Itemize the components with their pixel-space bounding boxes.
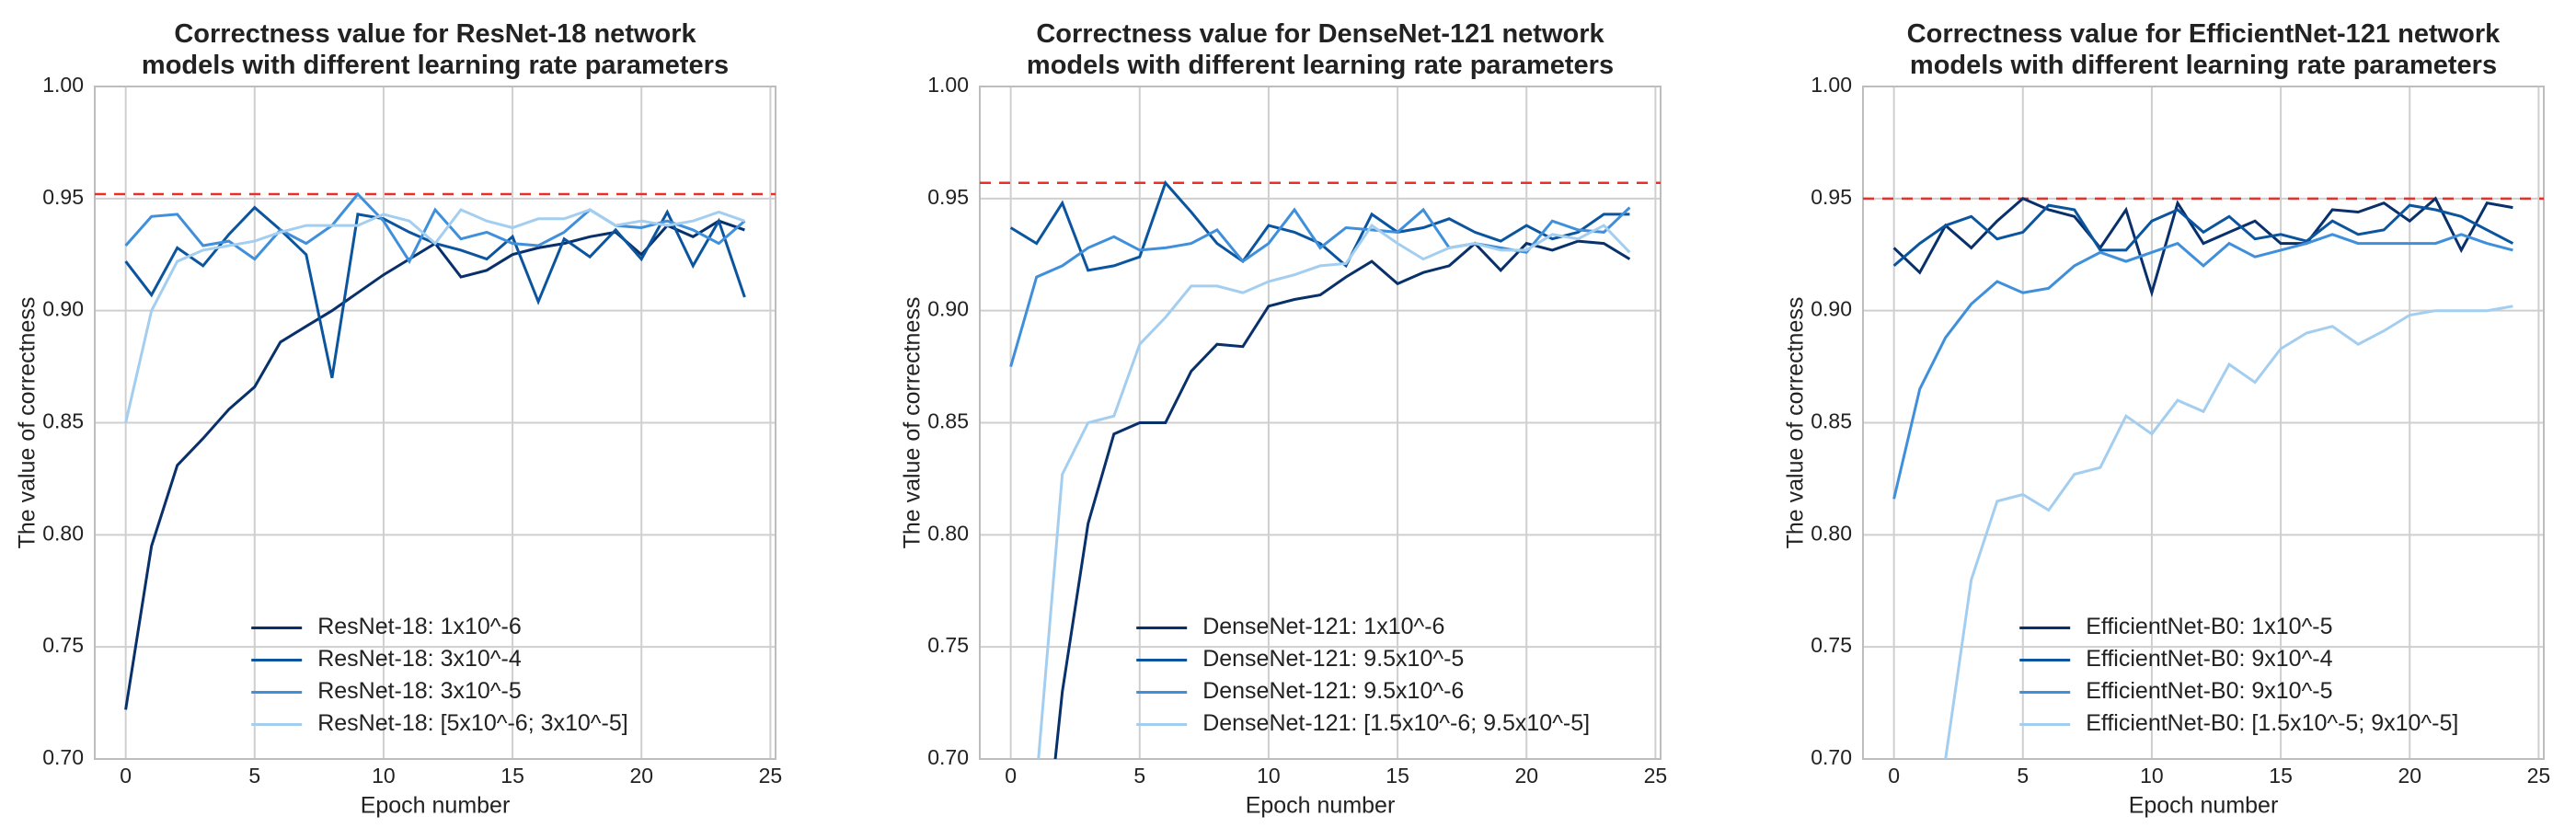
legend-label: ResNet-18: 3x10^-4 [317, 646, 522, 672]
y-tick-label: 1.00 [927, 73, 969, 97]
plot-area [980, 179, 1661, 759]
plot-area [1863, 196, 2544, 759]
y-tick-label: 0.90 [1811, 297, 1852, 321]
legend-label: EfficientNet-B0: 9x10^-4 [2086, 646, 2332, 672]
y-tick-label: 0.70 [42, 745, 84, 769]
y-tick-label: 1.00 [42, 73, 84, 97]
y-tick-label: 0.70 [927, 745, 969, 769]
x-tick-label: 10 [1257, 764, 1281, 788]
y-tick-label: 1.00 [1811, 73, 1852, 97]
y-axis-label: The value of correctness [1783, 297, 1809, 549]
x-tick-label: 15 [2269, 764, 2293, 788]
x-tick-label: 20 [629, 764, 653, 788]
y-tick-label: 0.75 [927, 633, 969, 657]
x-tick-label: 10 [2140, 764, 2164, 788]
series-line [1009, 179, 1630, 272]
y-tick-label: 0.85 [42, 409, 84, 433]
chart-title: Correctness value for ResNet-18 network m… [142, 19, 729, 80]
chart-title: Correctness value for EfficientNet-121 n… [1907, 19, 2501, 80]
legend-label: DenseNet-121: [1.5x10^-6; 9.5x10^-5] [1202, 710, 1590, 736]
legend-label: EfficientNet-B0: [1.5x10^-5; 9x10^-5] [2086, 710, 2458, 736]
x-tick-label: 25 [1644, 764, 1668, 788]
legend-label: DenseNet-121: 9.5x10^-5 [1202, 646, 1464, 672]
legend-label: EfficientNet-B0: 9x10^-5 [2086, 678, 2332, 704]
x-tick-label: 20 [2398, 764, 2421, 788]
y-tick-label: 0.80 [42, 521, 84, 545]
series-line [1037, 224, 1631, 759]
x-tick-label: 10 [372, 764, 396, 788]
panel: Correctness value for DenseNet-121 netwo… [900, 19, 1668, 819]
y-tick-label: 0.70 [1811, 745, 1852, 769]
series-line [124, 208, 745, 423]
y-tick-label: 0.90 [42, 297, 84, 321]
y-tick-label: 0.90 [927, 297, 969, 321]
x-tick-label: 25 [2527, 764, 2551, 788]
x-tick-label: 5 [2017, 764, 2029, 788]
x-tick-label: 5 [248, 764, 260, 788]
legend-label: DenseNet-121: 9.5x10^-6 [1202, 678, 1464, 704]
x-tick-label: 0 [120, 764, 132, 788]
y-axis-label: The value of correctness [900, 297, 926, 549]
y-tick-label: 0.75 [1811, 633, 1852, 657]
x-axis-label: Epoch number [361, 793, 511, 819]
series-line [1892, 203, 2514, 268]
y-tick-label: 0.80 [1811, 521, 1852, 545]
y-tick-label: 0.95 [927, 185, 969, 209]
x-axis-label: Epoch number [2129, 793, 2279, 819]
y-tick-label: 0.75 [42, 633, 84, 657]
y-tick-label: 0.95 [42, 185, 84, 209]
y-tick-label: 0.95 [1811, 185, 1852, 209]
x-tick-label: 0 [1005, 764, 1017, 788]
series-line [1892, 233, 2513, 500]
series-line [1053, 239, 1631, 759]
series-line [1009, 206, 1631, 368]
legend-label: ResNet-18: 3x10^-5 [317, 678, 522, 704]
legend-label: ResNet-18: [5x10^-6; 3x10^-5] [317, 710, 628, 736]
series-line [1943, 305, 2513, 759]
y-tick-label: 0.80 [927, 521, 969, 545]
x-tick-label: 15 [1386, 764, 1409, 788]
x-axis-label: Epoch number [1246, 793, 1396, 819]
x-tick-label: 20 [1514, 764, 1538, 788]
y-tick-label: 0.85 [927, 409, 969, 433]
x-tick-label: 0 [1888, 764, 1900, 788]
series-line [124, 191, 746, 265]
x-tick-label: 15 [500, 764, 524, 788]
panel: Correctness value for EfficientNet-121 n… [1783, 19, 2551, 819]
legend-label: DenseNet-121: 1x10^-6 [1202, 614, 1444, 639]
panel: Correctness value for ResNet-18 network m… [15, 19, 783, 819]
x-tick-label: 25 [759, 764, 783, 788]
y-tick-label: 0.85 [1811, 409, 1852, 433]
chart-title: Correctness value for DenseNet-121 netwo… [1027, 19, 1614, 80]
legend-label: ResNet-18: 1x10^-6 [317, 614, 522, 639]
series-line [1892, 196, 2513, 298]
plot-area [95, 191, 776, 710]
y-axis-label: The value of correctness [15, 297, 40, 549]
plot-frame [1862, 86, 2545, 760]
plot-frame [979, 86, 1662, 760]
x-tick-label: 5 [1133, 764, 1145, 788]
plot-frame [94, 86, 776, 760]
series-line [124, 205, 746, 379]
legend-label: EfficientNet-B0: 1x10^-5 [2086, 614, 2332, 639]
